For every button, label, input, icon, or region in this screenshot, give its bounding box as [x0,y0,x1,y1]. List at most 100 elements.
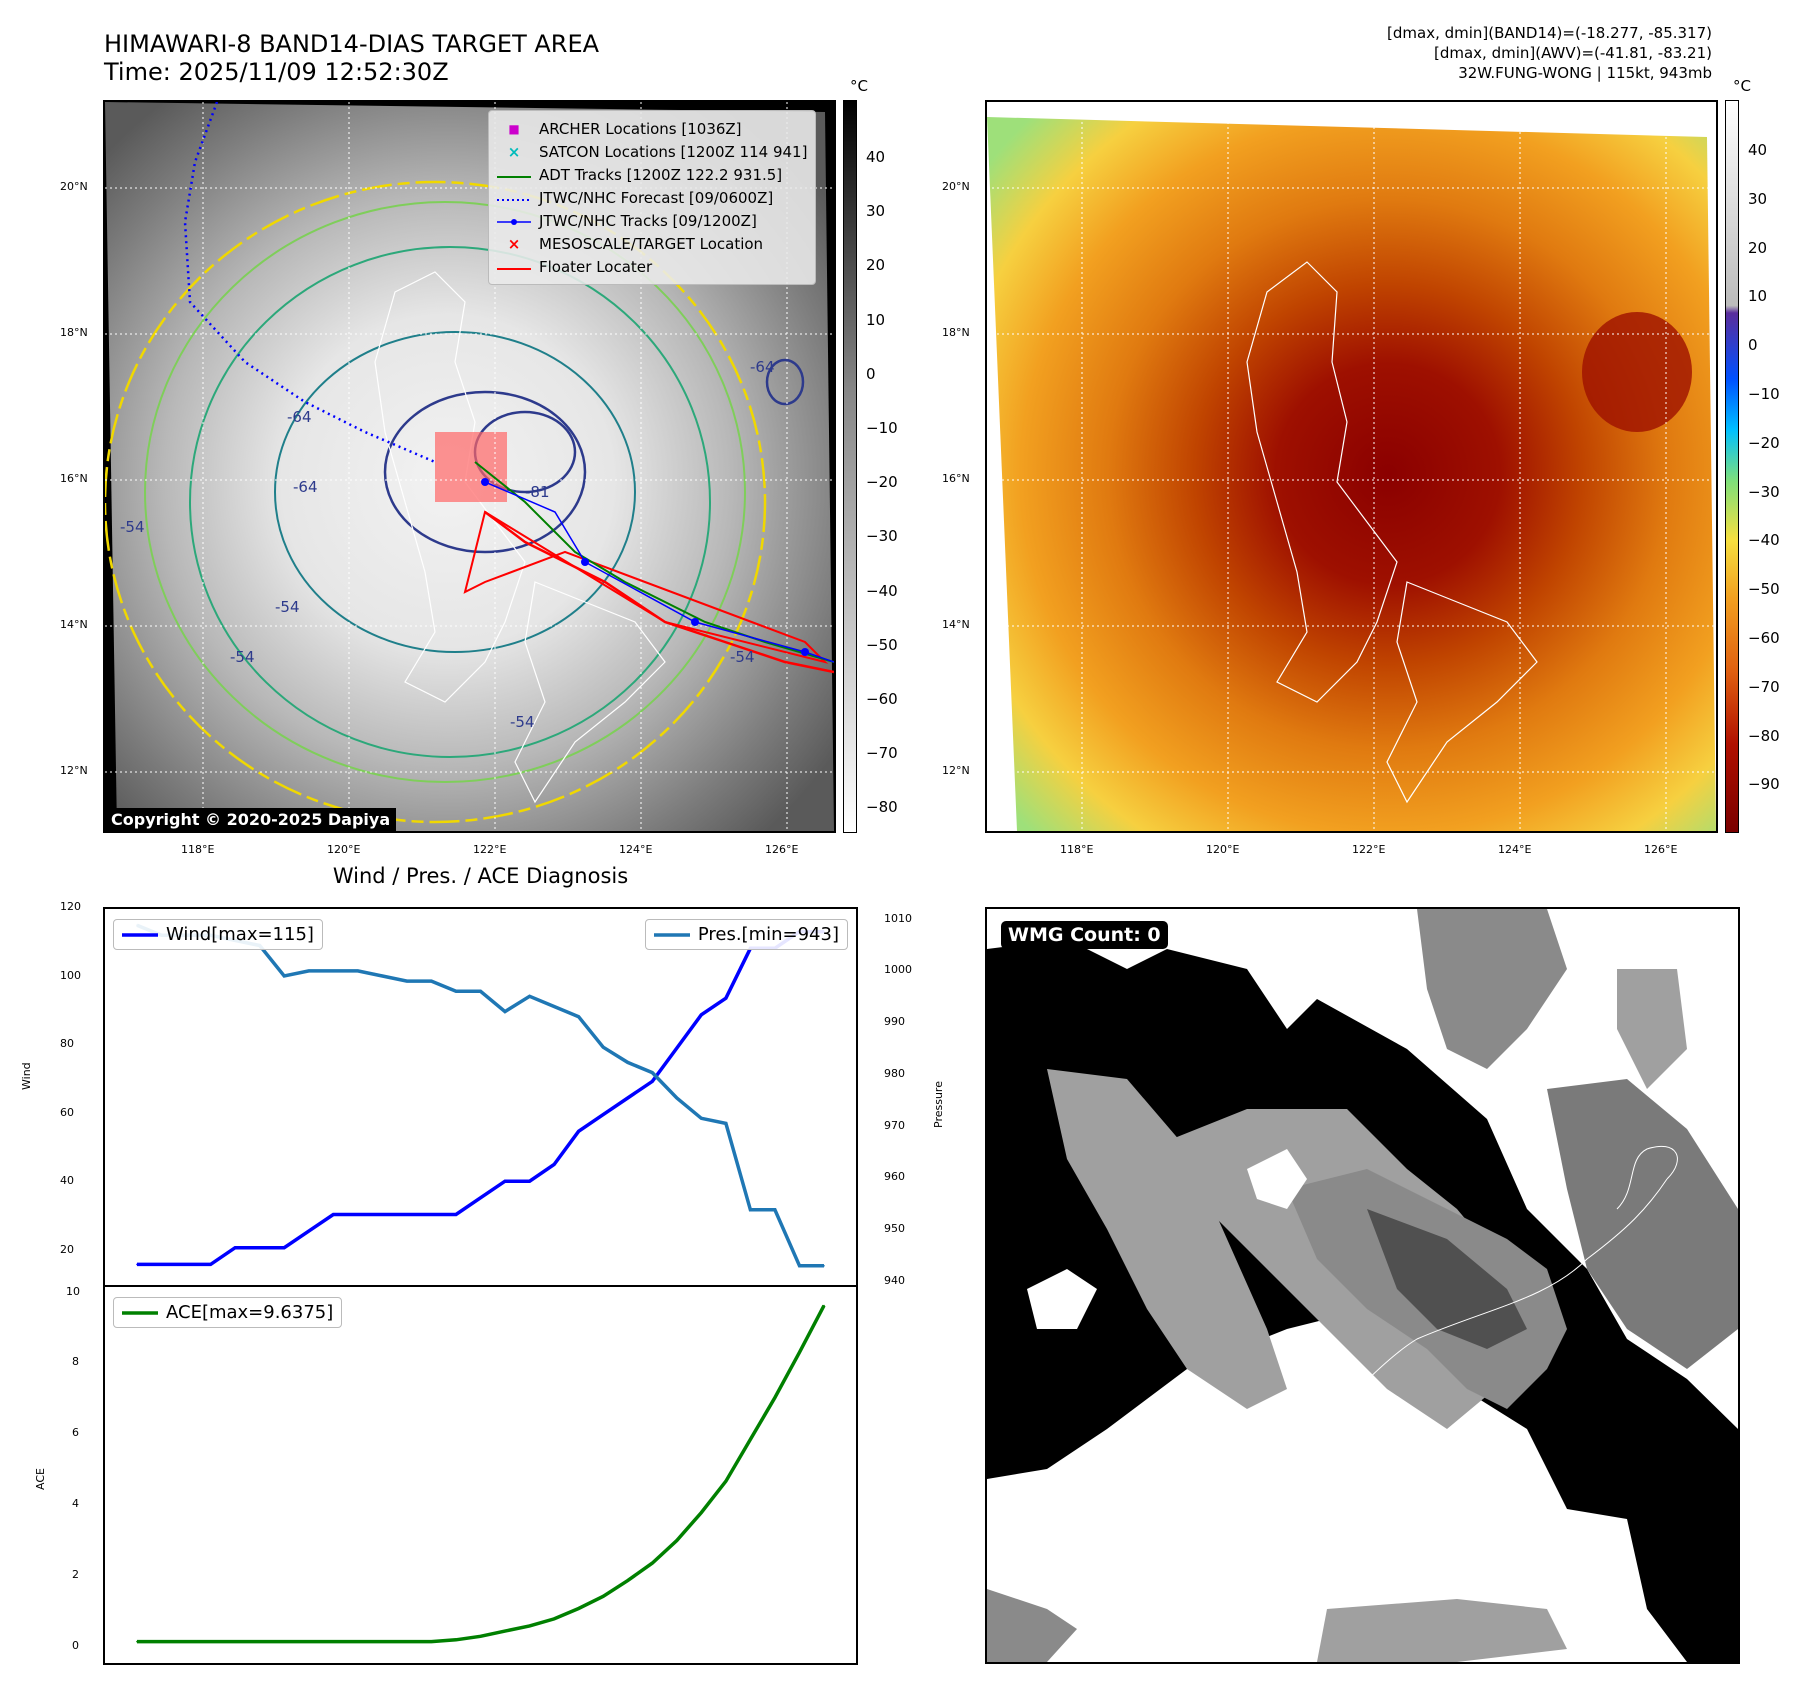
pressure-legend: Pres.[min=943] [644,919,848,950]
line-icon [497,166,531,184]
lat-label: 20°N [942,180,970,193]
ace-series-line [137,1304,826,1644]
ace-data-point [209,1640,212,1643]
pressure-data-point [725,1122,727,1125]
wmg-panel: WMG Count: 0 [985,907,1740,1664]
copyright-label: Copyright © 2020-2025 Dapiya [105,808,397,831]
wind-tick: 40 [60,1174,74,1187]
ace-data-point [602,1595,604,1598]
pressure-tick: 950 [884,1222,905,1235]
figure-time: Time: 2025/11/09 12:52:30Z [104,58,449,86]
ace-data-point [626,1579,629,1582]
wind-data-point [700,1014,703,1016]
wind-tick: 100 [60,969,81,982]
ace-tick: 8 [72,1355,79,1368]
lon-label: 126°E [1644,843,1678,856]
ace-data-point [160,1640,163,1643]
wind-pres-panel: Wind[max=115] Pres.[min=943] [103,907,858,1287]
wind-data-point [406,1213,408,1216]
pressure-data-point [308,970,310,972]
ace-data-point [504,1630,506,1632]
cross-icon: × [507,142,521,161]
band14-colorbar [843,100,857,833]
lat-label: 16°N [60,472,88,485]
contour-label: -64 [750,358,775,376]
legend-floater: Floater Locater [497,255,807,278]
pressure-data-point [798,1265,801,1267]
contour-label: -54 [730,648,755,666]
ace-data-point [749,1438,752,1441]
pressure-data-point [774,1209,776,1211]
wind-data-point [528,1180,531,1182]
wind-data-point [651,1080,654,1083]
pressure-data-point [406,980,408,982]
ace-data-point [430,1640,433,1643]
colorbar-unit: °C [1733,77,1751,95]
contour-label: -64 [287,408,312,426]
map-legend: ■ ARCHER Locations [1036Z] × SATCON Locati… [488,110,817,285]
contour-label: -54 [230,648,255,666]
pressure-tick: 960 [884,1170,905,1183]
ace-tick: 10 [66,1285,80,1298]
wind-pres-plot [136,923,825,1268]
lon-label: 122°E [473,843,507,856]
band14-map-panel: -64 -54 -81 -64 -54 -54 -54 -64 -54 ■ ARC… [103,100,836,833]
ace-tick: 6 [72,1426,79,1439]
wind-data-point [479,1197,482,1199]
ace-axis-label: ACE [34,1468,47,1490]
wind-data-point [602,1113,604,1116]
ace-tick: 0 [72,1639,79,1652]
ace-data-point [479,1635,482,1638]
ace-data-point [234,1640,236,1643]
wind-tick: 80 [60,1037,74,1050]
pressure-data-point [577,1015,580,1018]
lon-label: 124°E [619,843,653,856]
ace-data-point [774,1396,776,1399]
pressure-tick: 990 [884,1015,905,1028]
pressure-tick: 1000 [884,963,912,976]
enhanced-ir-colorbar [1725,100,1739,833]
pressure-data-point [504,1010,506,1013]
ace-data-point [700,1511,703,1514]
ace-data-point [725,1480,727,1482]
pressure-axis-label: Pressure [932,1081,945,1128]
legend-adt: ADT Tracks [1200Z 122.2 931.5] [497,163,807,186]
ace-data-point [676,1539,678,1542]
figure-title: HIMAWARI-8 BAND14-DIAS TARGET AREA [104,30,600,58]
pressure-series-line [136,923,824,1268]
ace-data-point [553,1618,555,1620]
lat-label: 12°N [60,764,88,777]
dot-line-icon [497,212,531,230]
lon-label: 118°E [181,843,215,856]
wind-data-point [455,1213,457,1216]
pressure-data-point [332,970,335,972]
wind-data-point [553,1163,555,1166]
lat-label: 20°N [60,180,88,193]
ace-data-point [185,1640,187,1643]
diagnosis-title: Wind / Pres. / ACE Diagnosis [332,864,629,888]
pressure-data-point [651,1071,654,1074]
ace-data-point [136,1640,138,1643]
legend-satcon: × SATCON Locations [1200Z 114 941] [497,140,808,163]
wind-data-point [725,997,727,999]
pressure-data-point [283,975,285,977]
legend-mesoscale: × MESOSCALE/TARGET Location [497,232,807,255]
pressure-data-point [430,980,433,982]
wind-data-point [626,1097,629,1099]
wind-data-point [308,1230,310,1232]
square-icon: ■ [508,121,520,136]
cross-icon: × [507,234,521,253]
ace-data-point [283,1640,285,1643]
lon-label: 118°E [1060,843,1094,856]
pressure-data-point [479,990,482,993]
legend-jtwc-tracks: JTWC/NHC Tracks [09/1200Z] [497,209,807,232]
wind-data-point [577,1130,580,1133]
info-band14: [dmax, dmin](BAND14)=(-18.277, -85.317) [1387,24,1712,42]
ace-data-point [258,1640,261,1643]
wind-data-point [283,1246,285,1249]
pressure-data-point [626,1061,629,1064]
info-awv: [dmax, dmin](AWV)=(-41.81, -83.21) [1433,44,1712,62]
wmg-count-badge: WMG Count: 0 [1001,921,1168,949]
pressure-tick: 980 [884,1067,905,1080]
legend-forecast: JTWC/NHC Forecast [09/0600Z] [497,186,807,209]
